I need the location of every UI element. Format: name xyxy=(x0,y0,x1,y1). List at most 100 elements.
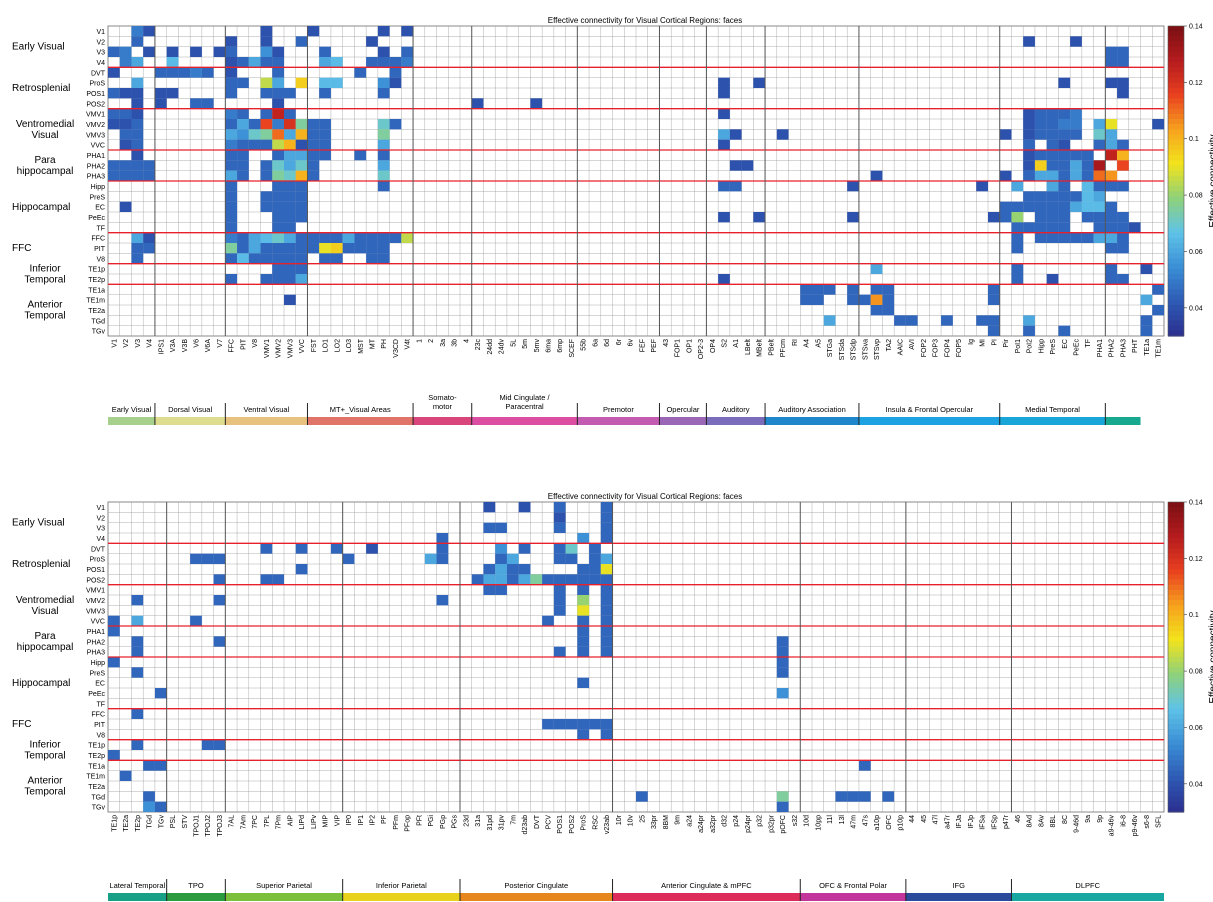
column-label: PreS xyxy=(1050,339,1057,355)
row-group-label: FFC xyxy=(12,243,31,254)
heatmap-cell xyxy=(1070,108,1082,119)
heatmap-cell xyxy=(870,305,883,316)
heatmap-cell xyxy=(553,553,566,564)
heatmap-cell xyxy=(143,26,155,37)
heatmap-cell xyxy=(1105,77,1118,88)
heatmap-cell xyxy=(1093,191,1106,202)
column-label: V3A xyxy=(170,339,177,353)
heatmap-cell xyxy=(225,36,238,47)
column-label: FOP5 xyxy=(956,339,963,357)
heatmap-cell xyxy=(260,170,273,181)
column-label: IP2 xyxy=(370,815,377,826)
heatmap-cell xyxy=(812,294,824,305)
colorbar-segment xyxy=(1168,744,1184,751)
heatmap-cell xyxy=(1152,119,1164,130)
heatmap-cell xyxy=(260,36,273,47)
column-label: LBelt xyxy=(745,339,752,355)
colorbar-segment xyxy=(1168,615,1184,622)
heatmap-cell xyxy=(319,150,331,161)
heatmap-cell xyxy=(377,57,390,68)
heatmap-cell xyxy=(600,533,613,544)
heatmap-cell xyxy=(542,615,554,626)
row-label: TGd xyxy=(91,794,105,801)
heatmap-cell xyxy=(483,522,496,533)
heatmap-cell xyxy=(776,791,789,802)
colorbar-segment xyxy=(1168,688,1184,694)
heatmap-cell xyxy=(577,584,590,595)
row-label: PHA1 xyxy=(87,153,105,160)
column-label: i6-8 xyxy=(1120,815,1127,827)
colorbar-segment xyxy=(1168,51,1184,58)
heatmap-cell xyxy=(225,67,238,78)
colorbar-segment xyxy=(1168,237,1184,244)
column-group-swatch xyxy=(460,893,613,901)
heatmap-cell xyxy=(108,615,120,626)
row-label: POS1 xyxy=(86,91,105,98)
colorbar-segment xyxy=(1168,558,1184,565)
heatmap-cell xyxy=(999,212,1012,223)
heatmap-cell xyxy=(295,232,308,243)
heatmap-cell xyxy=(870,284,883,295)
heatmap-cell xyxy=(166,46,179,57)
row-label: PHA2 xyxy=(87,639,105,646)
heatmap-cell xyxy=(342,553,355,564)
heatmap-cell xyxy=(542,574,554,585)
column-group-swatch xyxy=(108,417,155,425)
heatmap-cell xyxy=(295,160,308,171)
heatmap-cell xyxy=(389,232,402,243)
column-label: PHA2 xyxy=(1109,339,1116,357)
colorbar-segment xyxy=(1168,243,1184,249)
row-label: PreS xyxy=(89,670,105,677)
heatmap-cell xyxy=(295,139,308,150)
column-label: PGp xyxy=(440,815,447,829)
colorbar-segment xyxy=(1168,72,1184,79)
colorbar-segment xyxy=(1168,533,1184,539)
heatmap-cell xyxy=(319,119,331,130)
heatmap-cell xyxy=(1105,232,1118,243)
heatmap-cell xyxy=(284,139,296,150)
heatmap-cell xyxy=(272,119,284,130)
heatmap-cell xyxy=(1046,108,1059,119)
heatmap-cell xyxy=(131,57,144,68)
heatmap-cell xyxy=(600,636,613,647)
column-label: IFSa xyxy=(980,815,987,830)
colorbar-segment xyxy=(1168,667,1184,674)
column-label: V1 xyxy=(111,339,118,348)
column-group-label: Lateral Temporal xyxy=(109,881,165,890)
heatmap-cell xyxy=(260,129,273,140)
heatmap-cell xyxy=(389,67,402,78)
column-label: PI xyxy=(991,339,998,346)
colorbar-segment xyxy=(1168,191,1184,198)
heatmap-cell xyxy=(483,574,496,585)
column-label: 6v xyxy=(628,339,635,347)
heatmap-cell xyxy=(213,739,226,750)
heatmap-cell xyxy=(366,253,378,264)
heatmap-cell xyxy=(1081,150,1094,161)
row-group-label: Hippocampal xyxy=(12,202,70,213)
heatmap-cell xyxy=(577,729,590,740)
heatmap-cell xyxy=(307,160,320,171)
heatmap-cell xyxy=(225,108,238,119)
heatmap-cell xyxy=(389,57,402,68)
heatmap-cell xyxy=(108,46,120,57)
colorbar-segment xyxy=(1168,693,1184,699)
heatmap-cell xyxy=(272,77,284,88)
heatmap-cell xyxy=(1034,191,1047,202)
heatmap-cell xyxy=(272,243,284,254)
heatmap-cell xyxy=(518,564,531,575)
heatmap-cell xyxy=(248,253,261,264)
heatmap-cell xyxy=(1046,191,1059,202)
row-label: TF xyxy=(96,701,105,708)
colorbar-segment xyxy=(1168,119,1184,125)
heatmap-cell xyxy=(741,160,754,171)
heatmap-cell xyxy=(260,274,273,285)
heatmap-cell xyxy=(237,160,249,171)
colorbar-segment xyxy=(1168,165,1184,172)
row-label: TE1m xyxy=(86,298,105,305)
heatmap-cell xyxy=(1046,222,1059,233)
heatmap-cell xyxy=(366,232,378,243)
row-label: POS2 xyxy=(86,101,105,108)
colorbar-segment xyxy=(1168,527,1184,534)
heatmap-cell xyxy=(1117,139,1129,150)
column-label: 10d xyxy=(804,815,811,827)
